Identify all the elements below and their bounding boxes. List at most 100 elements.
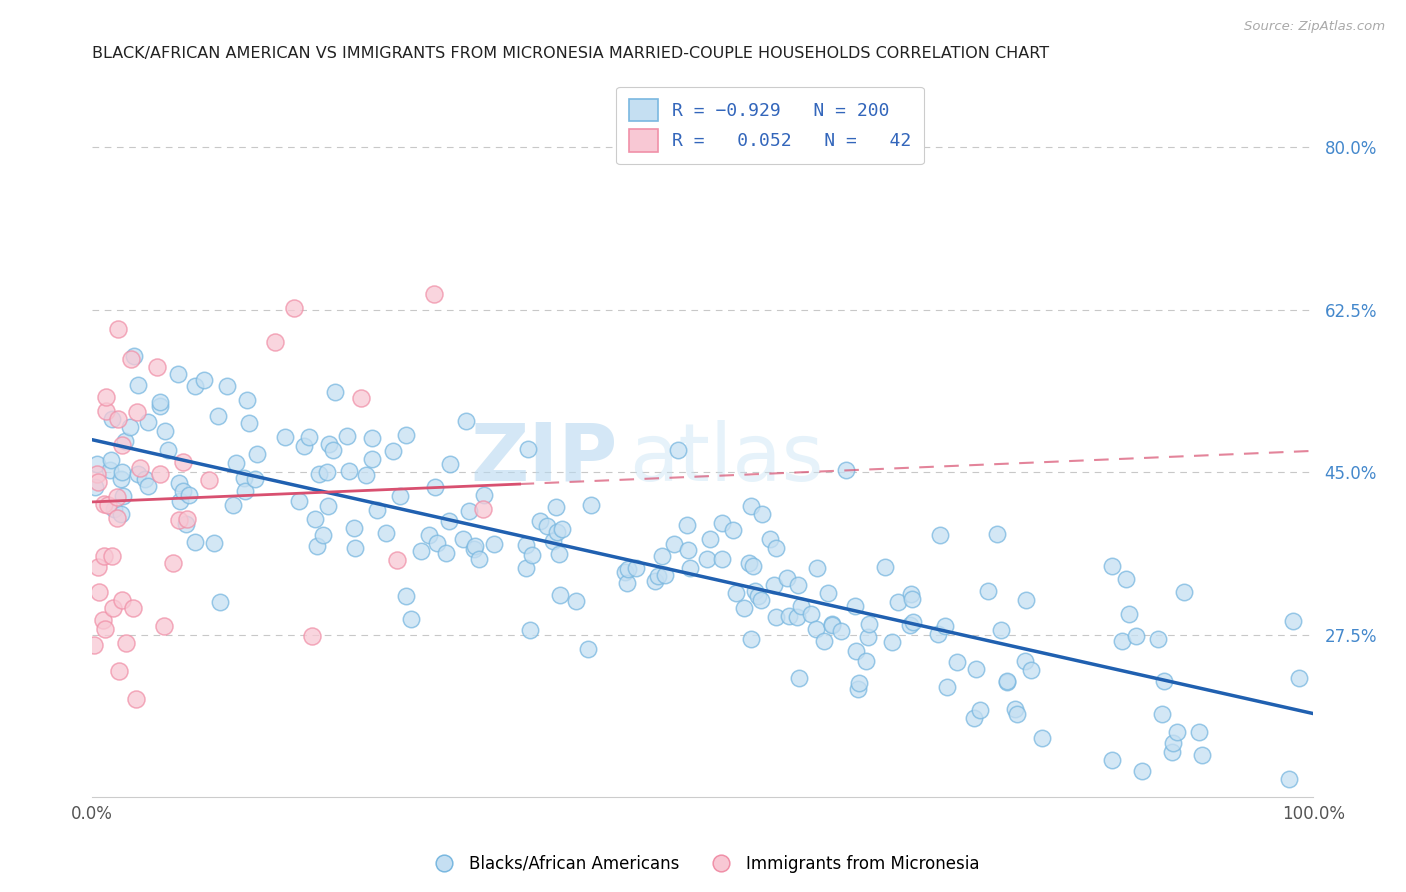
Point bbox=[423, 480, 446, 494]
Point bbox=[149, 395, 172, 409]
Point bbox=[740, 499, 762, 513]
Point bbox=[167, 367, 190, 381]
Point bbox=[98, 463, 121, 477]
Point bbox=[238, 417, 260, 431]
Point bbox=[468, 551, 491, 566]
Point bbox=[835, 463, 858, 477]
Point bbox=[1147, 632, 1170, 647]
Point bbox=[103, 502, 125, 516]
Point bbox=[283, 301, 305, 315]
Point bbox=[472, 488, 495, 502]
Point bbox=[900, 592, 922, 607]
Point bbox=[354, 468, 377, 483]
Point bbox=[662, 537, 685, 551]
Point bbox=[647, 568, 669, 582]
Point bbox=[721, 524, 744, 538]
Point bbox=[898, 617, 921, 632]
Point bbox=[101, 412, 124, 426]
Point bbox=[316, 465, 339, 479]
Point bbox=[536, 519, 558, 533]
Point bbox=[127, 467, 149, 481]
Point bbox=[246, 447, 269, 461]
Point bbox=[381, 443, 404, 458]
Point bbox=[1282, 614, 1305, 628]
Point bbox=[215, 378, 238, 392]
Point bbox=[800, 607, 823, 622]
Point bbox=[202, 535, 225, 549]
Point bbox=[969, 703, 991, 717]
Text: BLACK/AFRICAN AMERICAN VS IMMIGRANTS FROM MICRONESIA MARRIED-COUPLE HOUSEHOLDS C: BLACK/AFRICAN AMERICAN VS IMMIGRANTS FRO… bbox=[93, 46, 1049, 62]
Point bbox=[136, 478, 159, 492]
Point bbox=[101, 600, 124, 615]
Point bbox=[125, 691, 148, 706]
Point bbox=[156, 442, 179, 457]
Point bbox=[308, 467, 330, 482]
Point bbox=[725, 586, 748, 600]
Point bbox=[546, 524, 568, 539]
Point bbox=[790, 599, 813, 613]
Point bbox=[301, 629, 323, 643]
Point bbox=[316, 499, 339, 513]
Point bbox=[225, 456, 247, 470]
Point bbox=[529, 514, 551, 528]
Point bbox=[153, 425, 176, 439]
Point bbox=[87, 560, 110, 574]
Point bbox=[361, 431, 384, 445]
Point bbox=[292, 439, 315, 453]
Point bbox=[1161, 735, 1184, 749]
Point bbox=[183, 379, 205, 393]
Point bbox=[439, 514, 461, 528]
Point bbox=[87, 475, 110, 490]
Point bbox=[806, 622, 828, 636]
Point bbox=[846, 682, 869, 697]
Point bbox=[184, 534, 207, 549]
Point bbox=[1166, 725, 1188, 739]
Point bbox=[806, 561, 828, 575]
Point bbox=[1150, 707, 1173, 722]
Point bbox=[1019, 663, 1042, 677]
Point bbox=[361, 452, 384, 467]
Point bbox=[388, 489, 411, 503]
Point bbox=[233, 483, 256, 498]
Point bbox=[434, 545, 457, 559]
Point bbox=[111, 593, 134, 607]
Point bbox=[1031, 731, 1053, 746]
Point bbox=[114, 434, 136, 448]
Point bbox=[110, 507, 132, 521]
Point bbox=[84, 480, 107, 494]
Point bbox=[118, 419, 141, 434]
Point bbox=[105, 491, 128, 505]
Point bbox=[439, 458, 461, 472]
Point bbox=[423, 286, 446, 301]
Point bbox=[233, 471, 256, 485]
Point bbox=[651, 549, 673, 563]
Point bbox=[676, 543, 699, 558]
Point bbox=[120, 351, 142, 366]
Point bbox=[111, 438, 134, 452]
Point bbox=[813, 633, 835, 648]
Text: atlas: atlas bbox=[630, 420, 824, 498]
Point bbox=[298, 430, 321, 444]
Point bbox=[463, 542, 485, 557]
Point bbox=[564, 594, 586, 608]
Point bbox=[787, 578, 810, 592]
Point bbox=[644, 574, 666, 589]
Point bbox=[901, 615, 924, 630]
Point bbox=[1153, 674, 1175, 689]
Point bbox=[399, 612, 422, 626]
Point bbox=[616, 576, 638, 591]
Point bbox=[845, 644, 868, 658]
Point bbox=[91, 613, 114, 627]
Point bbox=[127, 378, 149, 392]
Point bbox=[426, 536, 449, 550]
Point bbox=[858, 616, 880, 631]
Point bbox=[304, 511, 326, 525]
Point bbox=[145, 359, 167, 374]
Point bbox=[900, 587, 922, 601]
Point bbox=[395, 590, 418, 604]
Point bbox=[676, 517, 699, 532]
Point bbox=[136, 415, 159, 429]
Point bbox=[990, 624, 1012, 638]
Point bbox=[236, 392, 259, 407]
Point bbox=[522, 548, 544, 562]
